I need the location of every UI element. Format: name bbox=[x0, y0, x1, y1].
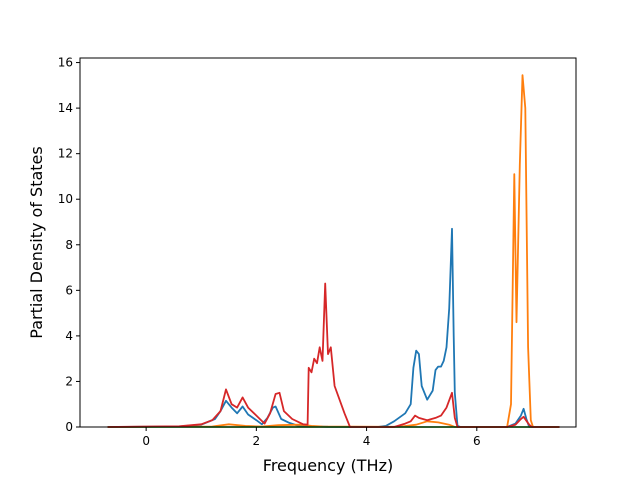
y-tick-label: 8 bbox=[65, 238, 73, 252]
x-axis-ticks: 0 2 4 6 bbox=[142, 427, 481, 448]
x-tick-label: 4 bbox=[363, 434, 371, 448]
x-tick-label: 6 bbox=[473, 434, 481, 448]
series-line-1 bbox=[107, 227, 560, 428]
y-tick-label: 14 bbox=[58, 101, 73, 115]
y-tick-label: 12 bbox=[58, 147, 73, 161]
y-axis-ticks: 0 2 4 6 8 10 12 14 16 bbox=[58, 56, 80, 434]
y-axis-label: Partial Density of States bbox=[27, 146, 46, 338]
y-tick-label: 0 bbox=[65, 420, 73, 434]
y-tick-label: 6 bbox=[65, 283, 73, 297]
x-tick-label: 2 bbox=[253, 434, 261, 448]
x-tick-label: 0 bbox=[142, 434, 150, 448]
series-line-4 bbox=[107, 282, 560, 428]
x-axis-label: Frequency (THz) bbox=[263, 456, 393, 475]
series-layer bbox=[107, 74, 560, 428]
y-tick-label: 10 bbox=[58, 192, 73, 206]
y-tick-label: 2 bbox=[65, 374, 73, 388]
y-tick-label: 16 bbox=[58, 56, 73, 70]
plot-frame bbox=[79, 57, 577, 428]
y-tick-label: 4 bbox=[65, 329, 73, 343]
